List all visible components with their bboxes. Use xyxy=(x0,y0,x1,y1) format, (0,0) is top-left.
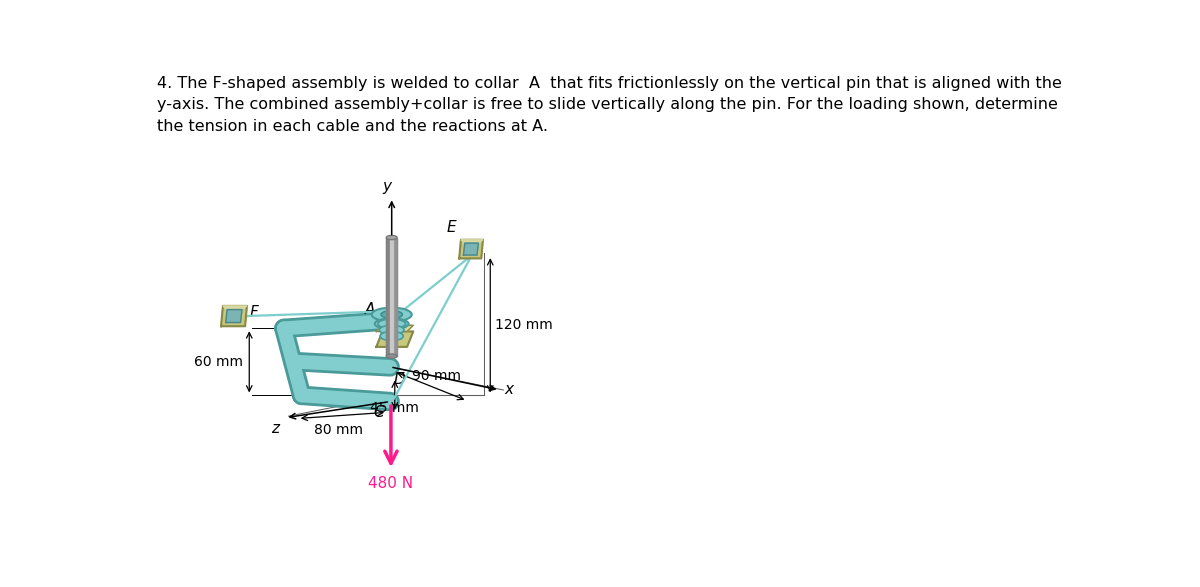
Ellipse shape xyxy=(386,354,397,358)
Text: E: E xyxy=(446,220,456,235)
Polygon shape xyxy=(460,239,482,258)
Polygon shape xyxy=(221,306,247,326)
Polygon shape xyxy=(377,325,413,332)
Ellipse shape xyxy=(372,308,412,322)
Text: 80 mm: 80 mm xyxy=(314,423,364,437)
Ellipse shape xyxy=(386,235,397,239)
Ellipse shape xyxy=(378,319,406,328)
Text: 90 mm: 90 mm xyxy=(413,369,461,383)
Polygon shape xyxy=(461,239,482,243)
Polygon shape xyxy=(226,309,242,322)
Text: F: F xyxy=(250,305,259,320)
Text: C: C xyxy=(373,404,384,420)
Text: 120 mm: 120 mm xyxy=(494,318,553,332)
Text: x: x xyxy=(505,383,514,397)
Text: 45 mm: 45 mm xyxy=(371,401,419,415)
Ellipse shape xyxy=(380,332,403,340)
Ellipse shape xyxy=(380,311,402,318)
Text: 480 N: 480 N xyxy=(368,476,414,491)
Text: 60 mm: 60 mm xyxy=(194,355,244,369)
Polygon shape xyxy=(377,332,413,347)
Polygon shape xyxy=(223,306,247,309)
Text: y: y xyxy=(383,180,391,194)
Ellipse shape xyxy=(379,325,404,335)
Text: D: D xyxy=(394,372,404,386)
Text: z: z xyxy=(271,421,280,436)
Ellipse shape xyxy=(374,318,409,329)
Text: 4. The F-shaped assembly is welded to collar  A  that fits frictionlessly on the: 4. The F-shaped assembly is welded to co… xyxy=(157,76,1062,134)
Polygon shape xyxy=(463,243,479,255)
Text: A: A xyxy=(365,302,374,316)
